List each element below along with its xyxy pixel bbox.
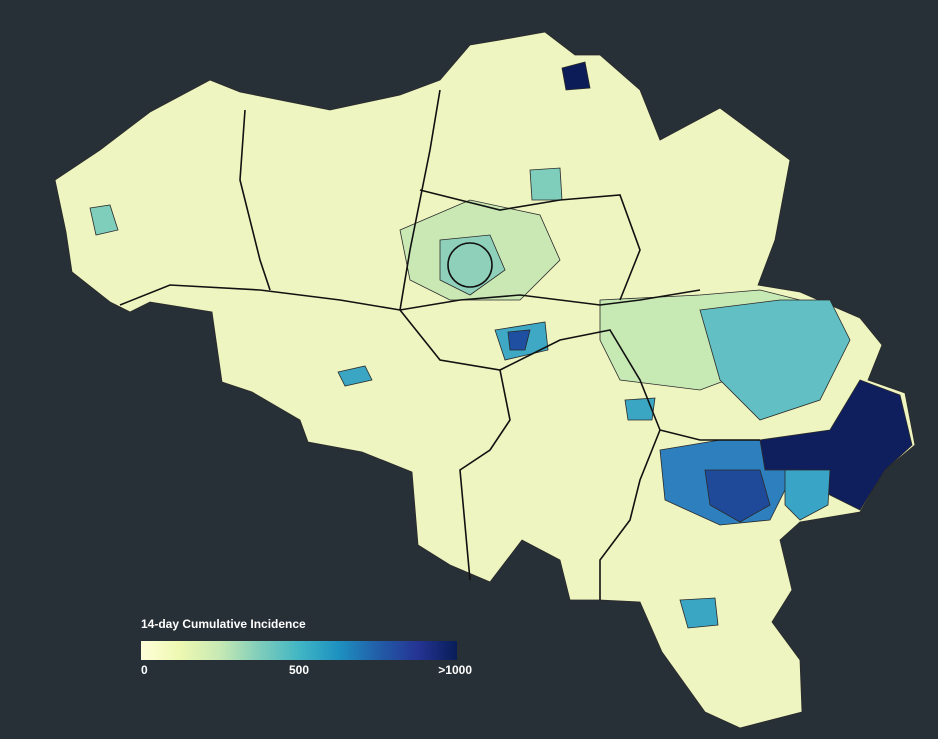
legend-tick-label: 500 [289, 663, 309, 677]
region [704, 469, 771, 523]
province-border [599, 429, 661, 600]
province-border [399, 89, 441, 311]
province-border [239, 109, 271, 291]
region [699, 299, 851, 421]
legend-title: 14-day Cumulative Incidence [141, 617, 306, 631]
legend-tick-label: >1000 [438, 663, 472, 677]
region [561, 61, 591, 91]
country-shape [54, 31, 916, 729]
province-border [419, 189, 641, 301]
region [529, 167, 563, 201]
region [439, 234, 506, 296]
province-border [399, 309, 760, 441]
province-border [459, 369, 511, 581]
brussels-border [447, 242, 493, 288]
region [337, 365, 373, 387]
province-border [119, 284, 701, 311]
legend-ticks: 0 500 >1000 [141, 663, 472, 677]
belgium-map [54, 31, 916, 729]
legend-bar [141, 641, 457, 660]
region [679, 597, 719, 629]
color-legend: 14-day Cumulative Incidence 0 500 >1000 [141, 617, 472, 677]
region [624, 397, 656, 421]
region [507, 329, 531, 351]
legend-tick-label: 0 [141, 663, 148, 677]
region [89, 204, 119, 236]
region [784, 469, 831, 521]
